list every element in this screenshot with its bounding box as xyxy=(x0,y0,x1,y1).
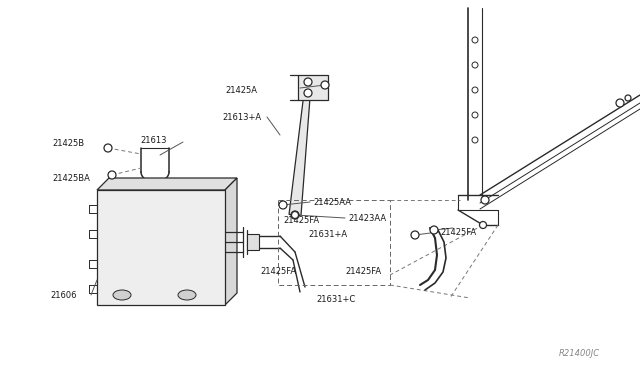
Circle shape xyxy=(279,201,287,209)
Text: 21606: 21606 xyxy=(50,291,77,299)
Text: 21425FA: 21425FA xyxy=(345,267,381,276)
Polygon shape xyxy=(97,178,237,190)
Text: 21613+A: 21613+A xyxy=(222,112,261,122)
Circle shape xyxy=(411,231,419,239)
Circle shape xyxy=(291,212,298,218)
Text: 21425BA: 21425BA xyxy=(52,173,90,183)
Circle shape xyxy=(304,78,312,86)
Circle shape xyxy=(625,95,631,101)
Circle shape xyxy=(291,211,299,219)
Text: 21423AA: 21423AA xyxy=(348,214,386,222)
Bar xyxy=(97,190,225,305)
Circle shape xyxy=(479,221,486,228)
Bar xyxy=(247,234,259,250)
Circle shape xyxy=(472,87,478,93)
Ellipse shape xyxy=(178,290,196,300)
Polygon shape xyxy=(298,75,328,100)
Circle shape xyxy=(472,37,478,43)
Circle shape xyxy=(108,171,116,179)
Circle shape xyxy=(304,89,312,97)
Text: 21631+C: 21631+C xyxy=(316,295,355,305)
Text: 21425A: 21425A xyxy=(225,86,257,94)
Circle shape xyxy=(472,112,478,118)
Text: 21425AA: 21425AA xyxy=(313,198,351,206)
Text: 21425B: 21425B xyxy=(52,138,84,148)
Text: 21613: 21613 xyxy=(140,135,166,144)
Polygon shape xyxy=(225,178,237,305)
Text: 21631+A: 21631+A xyxy=(308,230,347,238)
Ellipse shape xyxy=(113,290,131,300)
Circle shape xyxy=(104,144,112,152)
Circle shape xyxy=(472,137,478,143)
Text: R21400JC: R21400JC xyxy=(559,349,600,358)
Circle shape xyxy=(616,99,624,107)
Text: 21425FA: 21425FA xyxy=(440,228,476,237)
Circle shape xyxy=(430,226,438,234)
Text: 21425FA: 21425FA xyxy=(260,267,296,276)
Circle shape xyxy=(481,196,489,204)
Circle shape xyxy=(321,81,329,89)
Polygon shape xyxy=(289,85,311,216)
Text: 21425FA: 21425FA xyxy=(283,215,319,224)
Circle shape xyxy=(472,62,478,68)
